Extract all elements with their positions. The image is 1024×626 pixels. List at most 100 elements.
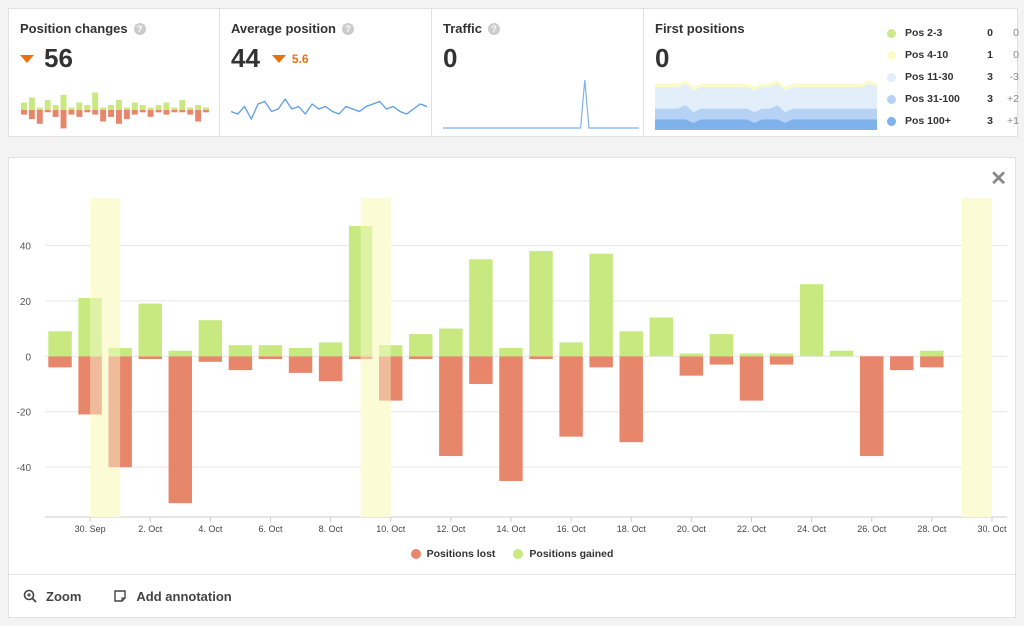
legend-item-lost[interactable]: Positions lost xyxy=(410,548,496,560)
legend-label: Pos 100+ xyxy=(905,115,951,127)
area-pos-4-10 xyxy=(655,80,877,91)
legend-label: Positions lost xyxy=(426,548,496,560)
traffic-value: 0 xyxy=(443,43,458,73)
bar-gained xyxy=(589,253,613,357)
card-title: Position changes ? xyxy=(20,21,146,36)
add-annotation-button[interactable]: Add annotation xyxy=(113,588,232,604)
bar-gained xyxy=(198,320,223,357)
x-tick-label: 12. Oct xyxy=(436,524,466,534)
x-tick-label: 14. Oct xyxy=(496,524,526,534)
mini-bar-gained xyxy=(84,105,91,110)
legend-change: +1 xyxy=(1007,115,1019,127)
mini-bar-gained xyxy=(179,100,186,110)
mini-bar-gained xyxy=(36,107,43,110)
bar-gained xyxy=(288,347,313,357)
x-tick-label: 18. Oct xyxy=(617,524,647,534)
y-tick-label: -20 xyxy=(17,408,32,419)
bar-lost xyxy=(589,356,613,368)
mini-bar-lost xyxy=(131,110,138,115)
bar-gained xyxy=(168,350,193,357)
bar-gained xyxy=(439,328,463,357)
legend-row[interactable]: Pos 31-100 3 +2 xyxy=(887,88,1019,110)
legend-count: 0 xyxy=(987,27,993,39)
help-icon[interactable]: ? xyxy=(133,22,146,35)
legend-row[interactable]: Pos 4-10 1 0 xyxy=(887,44,1019,66)
chart-footer: Zoom Add annotation xyxy=(9,574,1015,617)
card-first-positions[interactable]: First positions 0 Pos 2-3 0 0 Pos 4-10 1 0 Pos… xyxy=(644,9,1019,136)
mini-bar-lost xyxy=(84,110,91,113)
mini-bar-gained xyxy=(60,95,67,110)
card-position-changes[interactable]: Position changes ? 56 xyxy=(9,9,220,136)
close-icon[interactable]: ✕ xyxy=(990,168,1007,190)
mini-bar-gained xyxy=(44,100,51,110)
bar-lost xyxy=(499,356,523,481)
legend-row[interactable]: Pos 11-30 3 -3 xyxy=(887,66,1019,88)
mini-bar-gained xyxy=(28,97,35,110)
mini-bar-lost xyxy=(147,110,154,117)
legend-count: 3 xyxy=(987,71,993,83)
legend-change: 0 xyxy=(1013,49,1019,61)
bar-lost xyxy=(228,356,253,371)
legend-change: 0 xyxy=(1013,27,1019,39)
mini-bar-lost xyxy=(21,110,27,115)
card-value: 56 xyxy=(20,43,73,74)
mini-bar-gained xyxy=(68,107,75,110)
mini-bar-lost xyxy=(44,110,51,113)
area-pos-100plus xyxy=(655,119,877,130)
legend-row[interactable]: Pos 2-3 0 0 xyxy=(887,22,1019,44)
legend-row[interactable]: Pos 100+ 3 +1 xyxy=(887,110,1019,132)
note-icon xyxy=(114,590,127,602)
mini-bar-lost xyxy=(171,110,178,113)
zoom-label: Zoom xyxy=(46,588,82,604)
add-annotation-label: Add annotation xyxy=(136,588,232,604)
bar-lost xyxy=(48,356,72,368)
x-tick-label: 24. Oct xyxy=(797,524,827,534)
bar-gained xyxy=(559,342,583,357)
mini-bar-gained xyxy=(203,107,209,110)
legend-label: Pos 2-3 xyxy=(905,27,943,39)
card-traffic[interactable]: Traffic ? 0 xyxy=(432,9,644,136)
mini-bar-gained xyxy=(108,105,114,110)
legend-label: Positions gained xyxy=(529,548,614,560)
bar-gained xyxy=(258,345,283,357)
bar-lost xyxy=(769,356,794,365)
bar-gained xyxy=(709,334,734,357)
bar-gained xyxy=(649,317,674,357)
bar-gained xyxy=(769,353,794,357)
bar-lost xyxy=(859,356,884,457)
mini-bar-lost xyxy=(139,110,146,113)
position-changes-value: 56 xyxy=(44,43,73,73)
card-title: Average position ? xyxy=(231,21,354,36)
bar-lost xyxy=(318,356,343,382)
bar-lost xyxy=(559,356,583,437)
mini-bar-gained xyxy=(147,107,154,110)
bar-gained xyxy=(619,331,643,357)
legend-item-gained[interactable]: Positions gained xyxy=(513,548,613,560)
mini-bar-gained xyxy=(76,102,83,110)
zoom-button[interactable]: Zoom xyxy=(23,589,81,604)
legend-change: +2 xyxy=(1007,93,1019,105)
card-value: 44 5.6 xyxy=(231,43,309,74)
card-average-position[interactable]: Average position ? 44 5.6 xyxy=(220,9,432,136)
x-tick-label: 8. Oct xyxy=(319,524,344,534)
bar-lost xyxy=(409,356,433,360)
help-icon[interactable]: ? xyxy=(341,22,354,35)
legend-dot xyxy=(887,28,896,38)
x-tick-label: 30. Oct xyxy=(977,524,1007,534)
legend-dot xyxy=(887,50,896,60)
mini-bar-gained xyxy=(171,107,178,110)
bar-lost xyxy=(198,356,223,362)
y-tick-label: -40 xyxy=(17,463,32,474)
bar-lost xyxy=(679,356,704,376)
bar-lost xyxy=(288,356,313,373)
bar-lost xyxy=(469,356,493,384)
help-icon[interactable]: ? xyxy=(488,22,501,35)
x-tick-label: 28. Oct xyxy=(917,524,947,534)
bar-lost xyxy=(378,356,403,401)
bar-lost xyxy=(108,356,132,468)
mini-bar-lost xyxy=(116,110,122,124)
mini-bar-lost xyxy=(203,110,209,113)
mini-bar-lost xyxy=(155,110,162,113)
bar-lost xyxy=(920,356,944,368)
down-arrow-icon xyxy=(271,54,286,63)
